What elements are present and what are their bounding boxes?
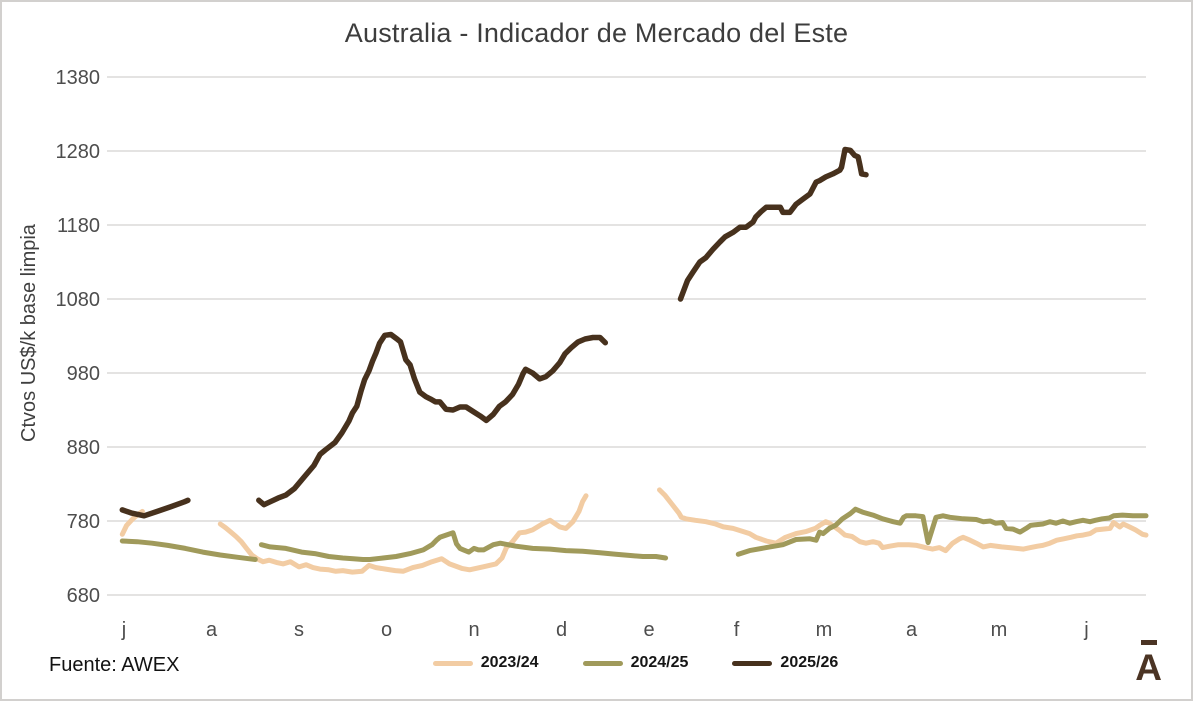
series-line-2024/25	[735, 506, 1149, 557]
legend-label: 2025/26	[780, 654, 839, 671]
y-axis-tick-label: 1080	[56, 289, 101, 311]
series-line-2023/24	[217, 493, 589, 575]
legend-item-2024/25: 2024/25	[582, 654, 689, 672]
y-axis-tick-label: 1180	[57, 215, 100, 237]
y-axis-tick-label: 880	[67, 437, 100, 459]
y-axis-tick-label: 980	[67, 363, 100, 385]
y-axis-tick-label: 680	[67, 585, 100, 607]
x-axis-tick-label: m	[816, 619, 833, 641]
logo-macron-bar-icon	[1140, 640, 1157, 645]
awex-logo: A	[1135, 640, 1162, 686]
chart-title: Australia - Indicador de Mercado del Est…	[344, 18, 849, 48]
x-axis-tick-label: m	[991, 619, 1008, 641]
y-axis-tick-label: 780	[67, 511, 100, 533]
series-line-2025/26	[677, 146, 869, 302]
legend-swatch-icon	[432, 660, 473, 666]
x-axis-tick-label: n	[468, 619, 479, 641]
x-axis-tick-label: a	[206, 619, 218, 641]
x-axis-tick-label: a	[906, 619, 918, 641]
legend-item-2023/24: 2023/24	[432, 654, 539, 672]
legend-swatch-icon	[582, 660, 623, 666]
logo-letter: A	[1135, 647, 1162, 688]
series-line-2024/25	[119, 538, 258, 562]
x-axis-tick-label: j	[121, 619, 126, 641]
legend-item-2025/26: 2025/26	[732, 654, 838, 672]
series-line-2025/26	[256, 331, 609, 508]
source-note: Fuente: AWEX	[49, 654, 180, 676]
x-axis-tick-label: j	[1083, 619, 1088, 641]
legend-label: 2024/25	[630, 654, 689, 671]
x-axis-tick-label: e	[643, 619, 654, 641]
x-axis-tick-label: d	[556, 619, 567, 641]
x-axis-tick-label: s	[294, 619, 304, 641]
x-axis-tick-label: o	[381, 619, 392, 641]
series-line-2024/25	[258, 530, 669, 562]
series-line-2025/26	[119, 497, 191, 519]
series-line-2023/24	[657, 487, 1149, 554]
legend-label: 2023/24	[480, 654, 539, 671]
chart-legend: 2023/24 2024/25 2025/26	[2, 654, 1191, 672]
x-axis-tick-label: f	[734, 619, 740, 641]
y-axis-tick-label: 1380	[56, 67, 101, 89]
y-axis-tick-label: 1280	[56, 141, 101, 163]
legend-swatch-icon	[732, 660, 773, 666]
